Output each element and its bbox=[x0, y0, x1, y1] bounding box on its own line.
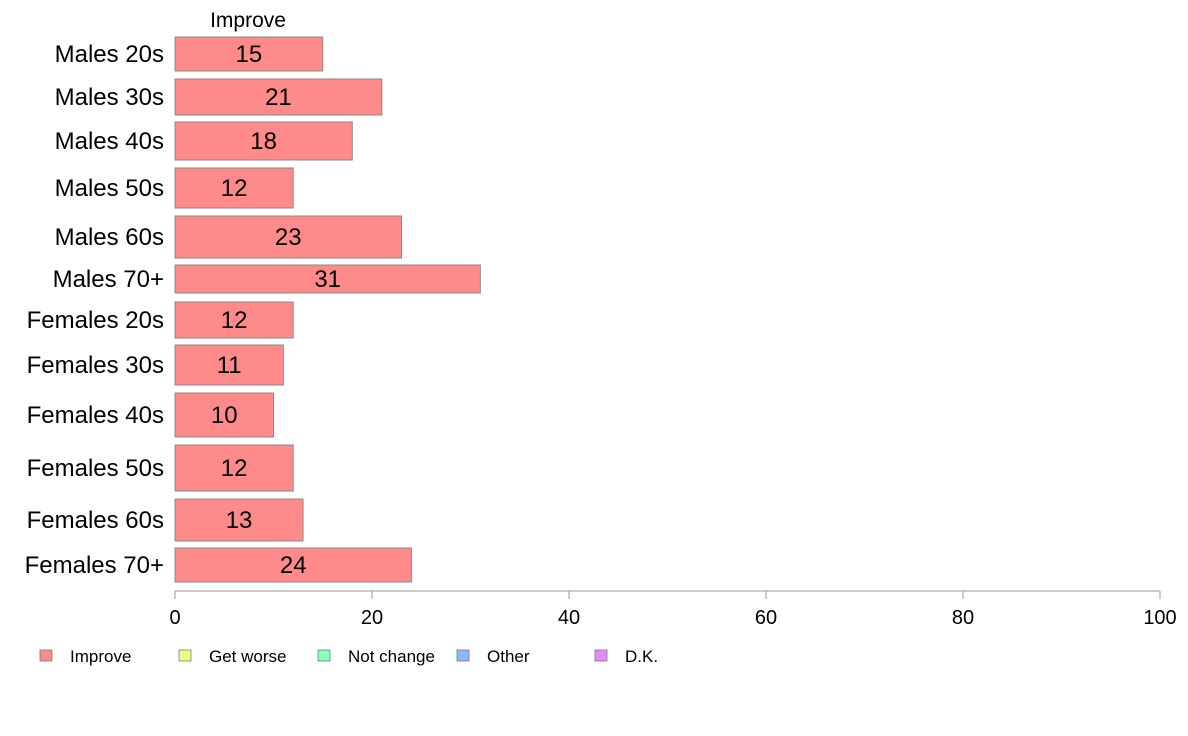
bar-value-label: 18 bbox=[250, 128, 277, 155]
x-tick-label: 100 bbox=[1143, 607, 1176, 629]
category-label: Males 60s bbox=[55, 224, 164, 251]
category-label: Females 60s bbox=[27, 507, 164, 534]
bar-value-label: 11 bbox=[217, 352, 242, 379]
category-label: Females 20s bbox=[27, 307, 164, 334]
legend-label: Not change bbox=[348, 647, 435, 666]
bar-value-label: 24 bbox=[280, 552, 307, 579]
bar bbox=[174, 264, 481, 294]
bar-value-label: 10 bbox=[211, 402, 238, 429]
bar bbox=[174, 215, 403, 259]
x-tick-label: 60 bbox=[755, 607, 777, 629]
category-label: Males 30s bbox=[55, 84, 164, 111]
category-label: Females 40s bbox=[27, 402, 164, 429]
bar bbox=[174, 547, 412, 583]
legend-label: Other bbox=[487, 647, 530, 666]
legend-label: D.K. bbox=[625, 647, 658, 666]
category-label: Males 20s bbox=[55, 41, 164, 68]
bar-value-label: 15 bbox=[236, 41, 263, 68]
legend-label: Get worse bbox=[209, 647, 286, 666]
bar-value-label: 21 bbox=[265, 84, 292, 111]
bar bbox=[174, 121, 353, 161]
x-tick-label: 40 bbox=[558, 607, 580, 629]
bar bbox=[174, 498, 304, 542]
bar-value-label: 23 bbox=[275, 224, 302, 251]
legend: Improve Get worse Not change Other D.K. bbox=[39, 647, 658, 666]
bar-value-label: 12 bbox=[221, 307, 248, 334]
x-tick-label: 0 bbox=[169, 607, 180, 629]
category-label: Males 40s bbox=[55, 128, 164, 155]
category-label: Females 50s bbox=[27, 455, 164, 482]
x-tick-label: 20 bbox=[361, 607, 383, 629]
legend-swatch bbox=[178, 649, 192, 662]
legend-swatch bbox=[317, 649, 331, 662]
bar bbox=[174, 344, 284, 386]
bar-value-label: 12 bbox=[221, 175, 248, 202]
bar-group: Males 20s 15 Males 30s 21 Males 40s 18 Males 5… bbox=[25, 36, 481, 583]
bar bbox=[174, 78, 383, 116]
bar bbox=[174, 444, 294, 492]
bar-value-label: 12 bbox=[221, 455, 248, 482]
legend-swatch bbox=[456, 649, 470, 662]
category-label: Males 50s bbox=[55, 175, 164, 202]
bar-value-label: 31 bbox=[314, 266, 341, 293]
bar-value-label: 13 bbox=[226, 507, 253, 534]
bar bbox=[174, 36, 324, 72]
category-label: Males 70+ bbox=[53, 266, 164, 293]
legend-swatch bbox=[594, 649, 608, 662]
category-label: Females 30s bbox=[27, 352, 164, 379]
x-axis: 0 20 40 60 80 100 bbox=[169, 590, 1177, 629]
column-header-label: Improve bbox=[210, 9, 286, 32]
legend-label: Improve bbox=[70, 647, 131, 666]
legend-swatch bbox=[39, 649, 53, 662]
x-tick-label: 80 bbox=[952, 607, 974, 629]
bar bbox=[174, 167, 294, 209]
bar bbox=[174, 301, 294, 339]
bar bbox=[174, 392, 274, 438]
category-label: Females 70+ bbox=[25, 552, 164, 579]
